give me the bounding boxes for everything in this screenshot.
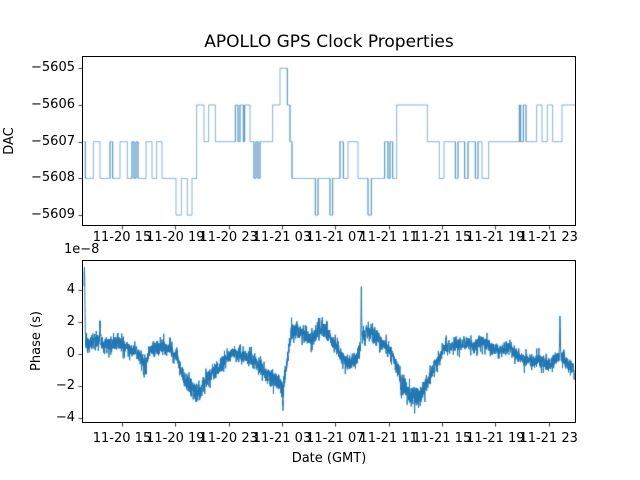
phase-x-tick-label: 11-20 23 <box>199 431 258 446</box>
phase-x-tick-label: 11-20 19 <box>146 431 205 446</box>
phase-x-tick-label: 11-21 15 <box>412 431 472 446</box>
phase-x-tick-label: 11-20 15 <box>92 431 152 446</box>
phase-x-tick-label: 11-21 11 <box>359 431 418 446</box>
dac-x-tick-label: 11-20 15 <box>92 230 152 245</box>
phase-y-tick-label: 4 <box>66 282 75 298</box>
phase-x-tick-label: 11-21 23 <box>519 431 578 446</box>
dac-y-tick-label: −5606 <box>31 96 75 112</box>
dac-y-tick-label: −5607 <box>31 133 75 149</box>
phase-y-tick-label: −4 <box>55 409 75 425</box>
phase-x-tick-label: 11-21 07 <box>306 431 365 446</box>
dac-y-tick-label: −5605 <box>31 60 75 76</box>
phase-x-tick-label: 11-21 03 <box>252 431 312 446</box>
dac-x-tick-label: 11-21 23 <box>519 230 578 245</box>
dac-y-tick-label: −5609 <box>31 207 75 223</box>
dac-x-tick-label: 11-20 19 <box>146 230 205 245</box>
dac-x-tick-label: 11-20 23 <box>199 230 258 245</box>
dac-x-tick-label: 11-21 11 <box>359 230 418 245</box>
dac-x-tick-label: 11-21 19 <box>466 230 525 245</box>
phase-y-tick-label: 2 <box>66 314 75 330</box>
dac-x-tick-label: 11-21 07 <box>306 230 365 245</box>
phase-y-tick-label: −2 <box>55 377 75 393</box>
phase-y-tick-label: 0 <box>66 346 75 361</box>
dac-y-tick-label: −5608 <box>31 170 75 186</box>
phase-x-tick-label: 11-21 19 <box>466 431 525 446</box>
dac-x-tick-label: 11-21 15 <box>412 230 472 245</box>
dac-x-tick-label: 11-21 03 <box>252 230 312 245</box>
